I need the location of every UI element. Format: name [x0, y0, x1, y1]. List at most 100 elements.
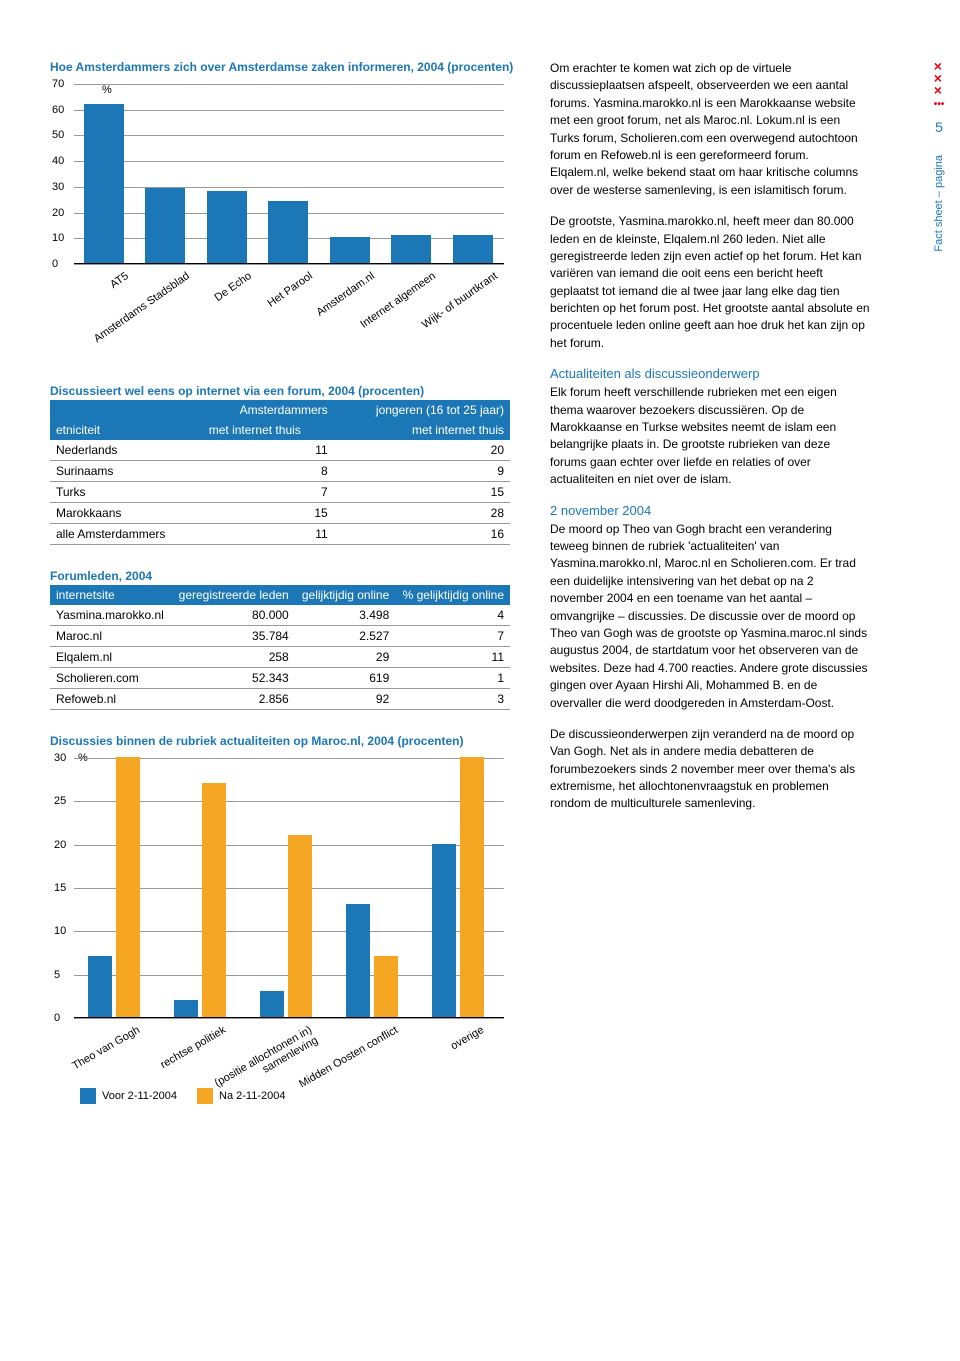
table2-head-cell: geregistreerde leden [171, 585, 295, 605]
chart2-bar [374, 956, 398, 1017]
table-cell: 11 [203, 524, 334, 545]
table2-title: Forumleden, 2004 [50, 569, 530, 583]
table-cell: 9 [334, 461, 510, 482]
chart2-bar [260, 991, 284, 1017]
chart2-bar [202, 783, 226, 1017]
table-row: Scholieren.com52.3436191 [50, 668, 510, 689]
table-cell: Surinaams [50, 461, 203, 482]
chart1-bar [453, 235, 493, 263]
table1-head-c1b: met internet thuis [203, 420, 334, 440]
table-cell: 619 [295, 668, 396, 689]
chart2-bar [88, 956, 112, 1017]
table-cell: 8 [203, 461, 334, 482]
chart1-ytick: 50 [52, 129, 64, 141]
table1-head-c1a: Amsterdammers [203, 400, 334, 420]
table-row: Nederlands1120 [50, 440, 510, 461]
table-cell: 11 [395, 647, 510, 668]
table-cell: 15 [203, 503, 334, 524]
table-cell: 28 [334, 503, 510, 524]
table-cell: 16 [334, 524, 510, 545]
chart2-bar [174, 1000, 198, 1017]
table-cell: Turks [50, 482, 203, 503]
chart1-xlabel: Amsterdams Stadsblad [87, 270, 192, 349]
table1: etniciteit Amsterdammers jongeren (16 to… [50, 400, 510, 545]
chart2-ytick: 20 [54, 839, 66, 851]
chart1: %010203040506070AT5Amsterdams StadsbladD… [50, 84, 530, 304]
table-row: Refoweb.nl2.856923 [50, 689, 510, 710]
chart1-ytick: 0 [52, 258, 58, 270]
chart1-ytick: 20 [52, 207, 64, 219]
table-row: Yasmina.marokko.nl80.0003.4984 [50, 605, 510, 626]
table-cell: 35.784 [171, 626, 295, 647]
table-cell: 2.856 [171, 689, 295, 710]
chart2: %051015202530Theo van Goghrechtse politi… [50, 758, 530, 1098]
table1-head-c2b: met internet thuis [334, 420, 510, 440]
table-cell: Elqalem.nl [50, 647, 171, 668]
table-cell: Yasmina.marokko.nl [50, 605, 171, 626]
table-cell: 1 [395, 668, 510, 689]
table-cell: 20 [334, 440, 510, 461]
table-cell: 52.343 [171, 668, 295, 689]
table-row: Surinaams89 [50, 461, 510, 482]
table-cell: Maroc.nl [50, 626, 171, 647]
chart1-bar [207, 191, 247, 263]
table-cell: 2.527 [295, 626, 396, 647]
page-side-tab: ×××••• 5 Fact sheet – pagina [926, 60, 952, 252]
chart1-xlabel: Het Parool [210, 270, 315, 349]
chart1-bar [268, 201, 308, 263]
chart2-ytick: 25 [54, 795, 66, 807]
table-cell: Nederlands [50, 440, 203, 461]
chart1-bar [84, 104, 124, 263]
table2: internetsitegeregistreerde ledengelijkti… [50, 585, 510, 710]
table2-head-cell: internetsite [50, 585, 171, 605]
table-cell: 80.000 [171, 605, 295, 626]
body-p5: De discussieonderwerpen zijn veranderd n… [550, 726, 870, 813]
chart1-pct-label: % [102, 84, 112, 96]
table-row: alle Amsterdammers1116 [50, 524, 510, 545]
chart1-ytick: 60 [52, 104, 64, 116]
table-cell: 258 [171, 647, 295, 668]
chart1-xlabel: Internet algemeen [333, 270, 438, 349]
table-row: Marokkaans1528 [50, 503, 510, 524]
heading-actualiteiten: Actualiteiten als discussieonderwerp [550, 366, 870, 381]
table-cell: Refoweb.nl [50, 689, 171, 710]
heading-2nov: 2 november 2004 [550, 503, 870, 518]
table-cell: 29 [295, 647, 396, 668]
body-p2: De grootste, Yasmina.marokko.nl, heeft m… [550, 213, 870, 352]
chart1-bar [145, 188, 185, 263]
chart1-xlabel: Wijk- of buurtkrant [394, 270, 499, 349]
chart1-ytick: 40 [52, 155, 64, 167]
table-cell: 3 [395, 689, 510, 710]
table2-head-cell: % gelijktijdig online [395, 585, 510, 605]
body-p3: Elk forum heeft verschillende rubrieken … [550, 384, 870, 488]
table-row: Turks715 [50, 482, 510, 503]
table-cell: 15 [334, 482, 510, 503]
amsterdam-logo: ×××••• [934, 60, 945, 111]
page-side-label: Fact sheet – pagina [933, 155, 945, 252]
table-row: Elqalem.nl2582911 [50, 647, 510, 668]
table-cell: 3.498 [295, 605, 396, 626]
table-cell: 11 [203, 440, 334, 461]
table-cell: 7 [203, 482, 334, 503]
chart2-bar [432, 844, 456, 1017]
chart2-ytick: 5 [54, 969, 60, 981]
chart2-bar [460, 757, 484, 1017]
chart2-bar [288, 835, 312, 1017]
chart2-ytick: 30 [54, 752, 66, 764]
table1-head-c2a: jongeren (16 tot 25 jaar) [334, 400, 510, 420]
chart1-ytick: 70 [52, 78, 64, 90]
table-cell: 92 [295, 689, 396, 710]
chart1-bar [391, 235, 431, 263]
chart2-bar [116, 757, 140, 1017]
left-column: Hoe Amsterdammers zich over Amsterdamse … [50, 60, 530, 1098]
table-cell: alle Amsterdammers [50, 524, 203, 545]
chart2-ytick: 10 [54, 925, 66, 937]
body-p1: Om erachter te komen wat zich op de virt… [550, 60, 870, 199]
chart1-ytick: 30 [52, 181, 64, 193]
table1-title: Discussieert wel eens op internet via ee… [50, 384, 530, 398]
right-column: Om erachter te komen wat zich op de virt… [550, 60, 870, 1098]
table-cell: 7 [395, 626, 510, 647]
chart1-xlabel: Amsterdam.nl [271, 270, 376, 349]
body-p4: De moord op Theo van Gogh bracht een ver… [550, 521, 870, 712]
chart1-xlabel: AT5 [26, 270, 131, 349]
